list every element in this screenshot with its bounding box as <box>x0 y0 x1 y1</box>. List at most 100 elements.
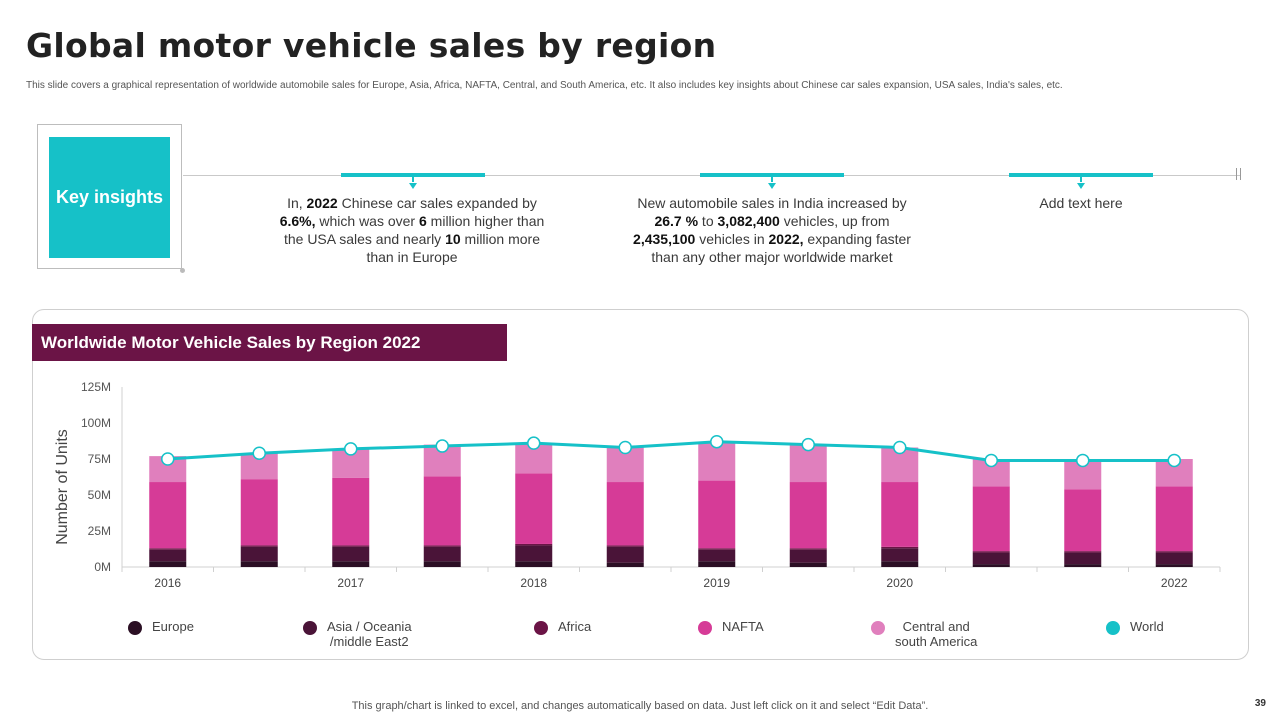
world-line <box>167 440 1175 462</box>
x-tick-label: 2016 <box>154 576 181 590</box>
legend-label: World <box>1130 619 1164 634</box>
timeline-end-tick <box>1240 168 1241 180</box>
world-line-point <box>527 436 541 450</box>
legend-dot <box>1106 621 1120 635</box>
x-tick-label: 2019 <box>703 576 730 590</box>
timeline-segment-2 <box>700 173 844 177</box>
bar-segment <box>972 551 1010 553</box>
legend-label: NAFTA <box>722 619 764 634</box>
bar-segment <box>606 482 644 546</box>
bar-segment <box>1155 564 1193 567</box>
world-line-point <box>801 437 815 452</box>
bar-segment <box>698 480 736 549</box>
bar-segment <box>423 561 461 567</box>
insight-text-3: Add text here <box>1039 195 1123 211</box>
legend-dot <box>698 621 712 635</box>
bar-segment <box>515 473 553 544</box>
timeline-end-tick <box>1236 168 1237 180</box>
bar-segment <box>1064 552 1102 565</box>
bar-segment <box>515 543 553 546</box>
insight-text-2: New automobile sales in India increased … <box>633 195 911 265</box>
bar-segment <box>332 545 370 547</box>
legend-dot <box>128 621 142 635</box>
world-line-point <box>252 446 266 460</box>
timeline-marker-2 <box>771 177 773 182</box>
bar-segment <box>149 561 187 567</box>
world-line-point <box>161 452 175 466</box>
bar-segment <box>240 561 278 567</box>
bar-segment <box>149 549 187 562</box>
legend-item: Europe <box>128 619 194 635</box>
legend-dot <box>871 621 885 635</box>
bar-segment <box>972 486 1010 552</box>
bar-segment <box>1155 551 1193 553</box>
timeline-arrow-1 <box>409 183 417 189</box>
x-tick-label: 2018 <box>520 576 547 590</box>
y-tick-label: 100M <box>81 416 111 430</box>
timeline-segment-1 <box>341 173 485 177</box>
bar-segment <box>1064 564 1102 567</box>
legend-label: Europe <box>152 619 194 634</box>
page-number: 39 <box>1254 698 1266 709</box>
key-insights-frame <box>37 124 182 269</box>
bar-segment <box>972 564 1010 567</box>
key-insights-box: Key insights <box>49 137 170 258</box>
world-line-point <box>710 434 724 449</box>
bar-segment <box>423 546 461 562</box>
bar-segment <box>789 549 827 563</box>
bar-segment <box>698 549 736 562</box>
chart-header: Worldwide Motor Vehicle Sales by Region … <box>32 324 507 361</box>
bar-segment <box>1064 551 1102 553</box>
bar-segment <box>332 561 370 567</box>
legend-item: Central and south America <box>871 619 977 649</box>
bar-segment <box>698 443 736 481</box>
legend-item: NAFTA <box>698 619 764 635</box>
bar-segment <box>881 561 919 567</box>
legend-dot <box>534 621 548 635</box>
bar-segment <box>881 546 919 549</box>
y-tick-label: 0M <box>94 560 111 574</box>
bar-segment <box>149 482 187 549</box>
key-insights-label: Key insights <box>55 187 164 207</box>
bar-segment <box>423 545 461 547</box>
bar-segment <box>423 476 461 546</box>
bar-segment <box>515 561 553 567</box>
legend-dot <box>303 621 317 635</box>
world-line-point <box>984 453 998 468</box>
bar-segment <box>606 546 644 563</box>
world-line-point <box>344 442 358 456</box>
world-line-point <box>893 440 907 455</box>
bar-segment <box>1064 489 1102 552</box>
bar-segment <box>606 545 644 547</box>
bar-segment <box>972 552 1010 565</box>
x-tick-label: 2017 <box>337 576 364 590</box>
bar-segment <box>149 548 187 550</box>
bar-segment <box>515 545 553 562</box>
legend-item: Africa <box>534 619 591 635</box>
bar-segment <box>332 546 370 562</box>
world-line-point <box>1167 453 1181 468</box>
legend-item: Asia / Oceania/middle East2 <box>303 619 412 649</box>
timeline-marker-3 <box>1080 177 1082 182</box>
y-axis-label: Number of Units <box>54 429 71 545</box>
legend-label: Asia / Oceania/middle East2 <box>327 619 412 649</box>
bar-segment <box>698 548 736 550</box>
insight-text-1: In, 2022 Chinese car sales expanded by 6… <box>279 195 545 265</box>
timeline-marker-1 <box>412 177 414 182</box>
y-tick-label: 125M <box>81 380 111 394</box>
bar-segment <box>332 477 370 546</box>
legend-label: Africa <box>558 619 592 634</box>
bar-segment <box>789 548 827 550</box>
y-tick-label: 25M <box>88 524 111 538</box>
timeline-arrow-3 <box>1077 183 1085 189</box>
bar-segment <box>240 545 278 547</box>
timeline-arrow-2 <box>768 183 776 189</box>
page-subtitle: This slide covers a graphical representa… <box>26 80 1063 91</box>
legend-label: Central and south America <box>895 619 978 649</box>
bar-segment <box>240 546 278 562</box>
world-line-point <box>435 439 449 453</box>
bar-segment <box>240 479 278 546</box>
bar-segment <box>881 548 919 562</box>
legend-item: World <box>1106 619 1164 635</box>
bar-segment <box>789 562 827 567</box>
